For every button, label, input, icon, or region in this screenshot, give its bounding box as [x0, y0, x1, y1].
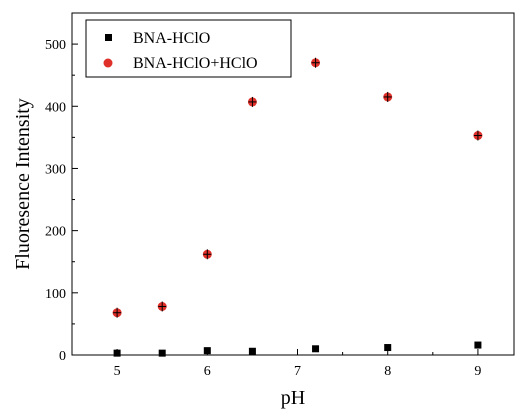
legend-marker-bna-hclo: [105, 34, 112, 41]
x-tick-label: 6: [204, 364, 211, 379]
y-tick-label: 0: [59, 349, 66, 364]
point-bna-hclo: [203, 347, 211, 355]
point-bna-hclo: [312, 345, 320, 353]
x-axis-title: pH: [281, 387, 305, 409]
point-bna-hclo: [113, 349, 121, 357]
x-tick-label: 9: [474, 364, 481, 379]
legend-frame: [85, 19, 292, 78]
point-bna-hclo: [248, 347, 256, 355]
legend-marker-bna-hclo-hclo: [103, 58, 113, 68]
x-tick-label: 5: [114, 364, 121, 379]
y-tick-label: 200: [45, 225, 66, 240]
x-tick-label: 7: [294, 364, 301, 379]
legend: BNA-HClO BNA-HClO+HClO: [85, 19, 292, 78]
y-tick-label: 100: [45, 287, 66, 302]
point-bna-hclo: [384, 344, 392, 352]
y-tick-label: 300: [45, 162, 66, 177]
legend-label-bna-hclo: BNA-HClO: [133, 30, 210, 47]
y-tick-label: 500: [45, 38, 66, 53]
plot-layer: [112, 57, 483, 357]
plot-frame: [71, 12, 515, 356]
point-bna-hclo: [474, 341, 482, 349]
legend-label-bna-hclo-hclo: BNA-HClO+HClO: [133, 55, 258, 72]
y-tick-label: 400: [45, 100, 66, 115]
x-tick-label: 8: [384, 364, 391, 379]
ticks-layer: 5 6 7 8 9 0 100 200 300 400 500: [45, 38, 481, 379]
point-bna-hclo: [158, 349, 166, 357]
y-axis-title: Fluoresence Intensity: [12, 98, 34, 270]
